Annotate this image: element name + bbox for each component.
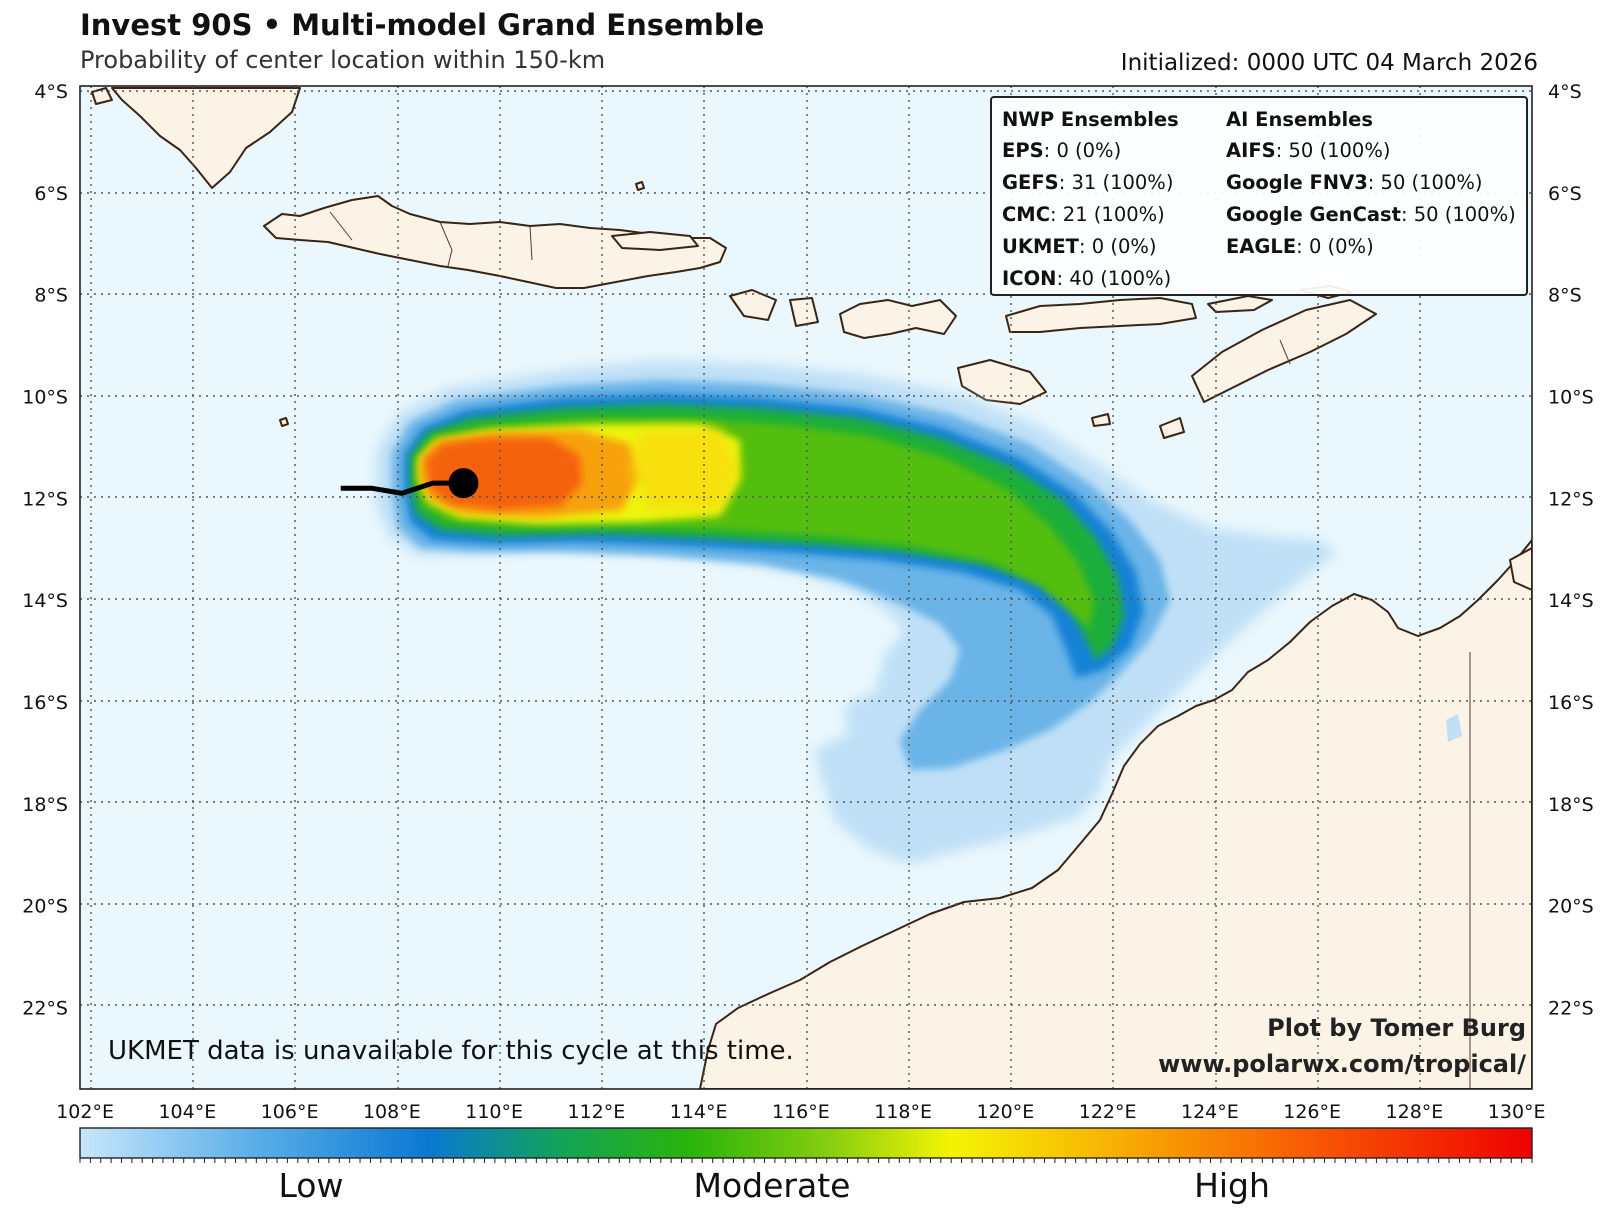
lat-tick-label-right: 20°S xyxy=(1548,896,1594,918)
track-layer xyxy=(340,468,479,499)
lon-tick-label: 130°E xyxy=(1488,1101,1546,1123)
lat-tick-label-left: 4°S xyxy=(34,81,68,103)
bangka-island xyxy=(91,87,113,105)
lon-tick-label: 124°E xyxy=(1181,1101,1239,1123)
nwp-entry-icon: ICON: 40 (100%) xyxy=(1002,267,1172,290)
probability-swath xyxy=(376,360,1462,864)
australia-landmass xyxy=(699,539,1532,1089)
timor-island xyxy=(1191,299,1377,403)
small-island-west xyxy=(279,417,289,427)
lat-tick-label-left: 16°S xyxy=(22,692,68,714)
land-layer xyxy=(91,87,1532,1089)
ai-header: AI Ensembles xyxy=(1226,108,1373,131)
colorbar-label-moderate: Moderate xyxy=(693,1166,851,1205)
storm-center-marker xyxy=(448,468,479,499)
lat-tick-label-left: 10°S xyxy=(22,387,68,409)
lat-tick-label-right: 10°S xyxy=(1548,387,1594,409)
bali-island xyxy=(729,289,777,321)
lon-tick-label: 120°E xyxy=(977,1101,1035,1123)
ensemble-legend: NWP Ensembles EPS: 0 (0%) GEFS: 31 (100%… xyxy=(990,96,1528,296)
ai-entry-fnv3: Google FNV3: 50 (100%) xyxy=(1226,171,1483,194)
sumatra-landmass xyxy=(111,87,301,189)
lat-tick-label-right: 12°S xyxy=(1548,488,1594,510)
lat-tick-label-right: 14°S xyxy=(1548,590,1594,612)
lon-tick-label: 118°E xyxy=(874,1101,932,1123)
storm-track-line xyxy=(340,480,464,496)
lat-tick-label-left: 8°S xyxy=(34,285,68,307)
credit-author: Plot by Tomer Burg xyxy=(1267,1014,1526,1042)
swath-island-patch xyxy=(1446,714,1462,742)
map-title: Invest 90S • Multi-model Grand Ensemble xyxy=(80,8,765,42)
lon-tick-label: 110°E xyxy=(465,1101,523,1123)
madura-island xyxy=(611,231,699,251)
nwp-header: NWP Ensembles xyxy=(1002,108,1179,131)
ai-entry-aifs: AIFS: 50 (100%) xyxy=(1226,139,1391,162)
lat-tick-label-left: 12°S xyxy=(22,488,68,510)
small-island-north xyxy=(635,181,645,191)
lon-tick-label: 108°E xyxy=(363,1101,421,1123)
lon-tick-label: 102°E xyxy=(56,1101,114,1123)
ai-legend-column: AI Ensembles AIFS: 50 (100%) Google FNV3… xyxy=(1226,104,1516,263)
lat-tick-label-right: 8°S xyxy=(1548,285,1582,307)
lon-tick-label: 122°E xyxy=(1079,1101,1137,1123)
lat-tick-label-left: 6°S xyxy=(34,183,68,205)
lat-tick-label-left: 18°S xyxy=(22,794,68,816)
lon-tick-label: 126°E xyxy=(1283,1101,1341,1123)
map-subtitle: Probability of center location within 15… xyxy=(80,46,606,74)
colorbar-label-low: Low xyxy=(278,1166,344,1205)
rote-island xyxy=(1159,417,1185,439)
lon-tick-label: 106°E xyxy=(261,1101,319,1123)
java-island xyxy=(263,195,727,289)
nwp-entry-gefs: GEFS: 31 (100%) xyxy=(1002,171,1174,194)
border-lines xyxy=(329,211,1471,1089)
ai-entry-eagle: EAGLE: 0 (0%) xyxy=(1226,235,1374,258)
sumbawa-island xyxy=(839,299,957,339)
colorbar-label-high: High xyxy=(1194,1166,1270,1205)
colorbar-ticks xyxy=(79,1158,1533,1163)
nwp-entry-ukmet: UKMET: 0 (0%) xyxy=(1002,235,1157,258)
lat-tick-label-left: 14°S xyxy=(22,590,68,612)
lon-tick-label: 104°E xyxy=(158,1101,216,1123)
nwp-entry-cmc: CMC: 21 (100%) xyxy=(1002,203,1165,226)
sawu-island xyxy=(1091,413,1111,427)
lat-tick-label-left: 20°S xyxy=(22,896,68,918)
alor-island xyxy=(1207,295,1273,313)
lon-tick-label: 128°E xyxy=(1386,1101,1444,1123)
lat-tick-label-right: 4°S xyxy=(1548,81,1582,103)
colorbar xyxy=(79,1127,1533,1159)
lon-tick-label: 112°E xyxy=(567,1101,625,1123)
lat-tick-label-left: 22°S xyxy=(22,998,68,1020)
ukmet-note: UKMET data is unavailable for this cycle… xyxy=(108,1036,794,1066)
lombok-island xyxy=(789,297,819,327)
melville-island xyxy=(1509,547,1532,591)
lon-tick-label: 116°E xyxy=(772,1101,830,1123)
lat-tick-label-right: 6°S xyxy=(1548,183,1582,205)
swath-red-orange xyxy=(426,438,582,510)
nwp-legend-column: NWP Ensembles EPS: 0 (0%) GEFS: 31 (100%… xyxy=(1002,104,1179,295)
initialized-time: Initialized: 0000 UTC 04 March 2026 xyxy=(1120,50,1538,76)
lat-tick-label-right: 22°S xyxy=(1548,998,1594,1020)
nwp-entry-eps: EPS: 0 (0%) xyxy=(1002,139,1122,162)
map-frame xyxy=(79,85,1533,1090)
lat-tick-label-right: 16°S xyxy=(1548,692,1594,714)
swath-bright-spot xyxy=(630,428,740,510)
sumba-island xyxy=(957,359,1047,405)
ai-entry-gencast: Google GenCast: 50 (100%) xyxy=(1226,203,1516,226)
flores-island xyxy=(1005,297,1197,333)
lon-tick-label: 114°E xyxy=(670,1101,728,1123)
credit-url: www.polarwx.com/tropical/ xyxy=(1158,1050,1526,1078)
lat-tick-label-right: 18°S xyxy=(1548,794,1594,816)
